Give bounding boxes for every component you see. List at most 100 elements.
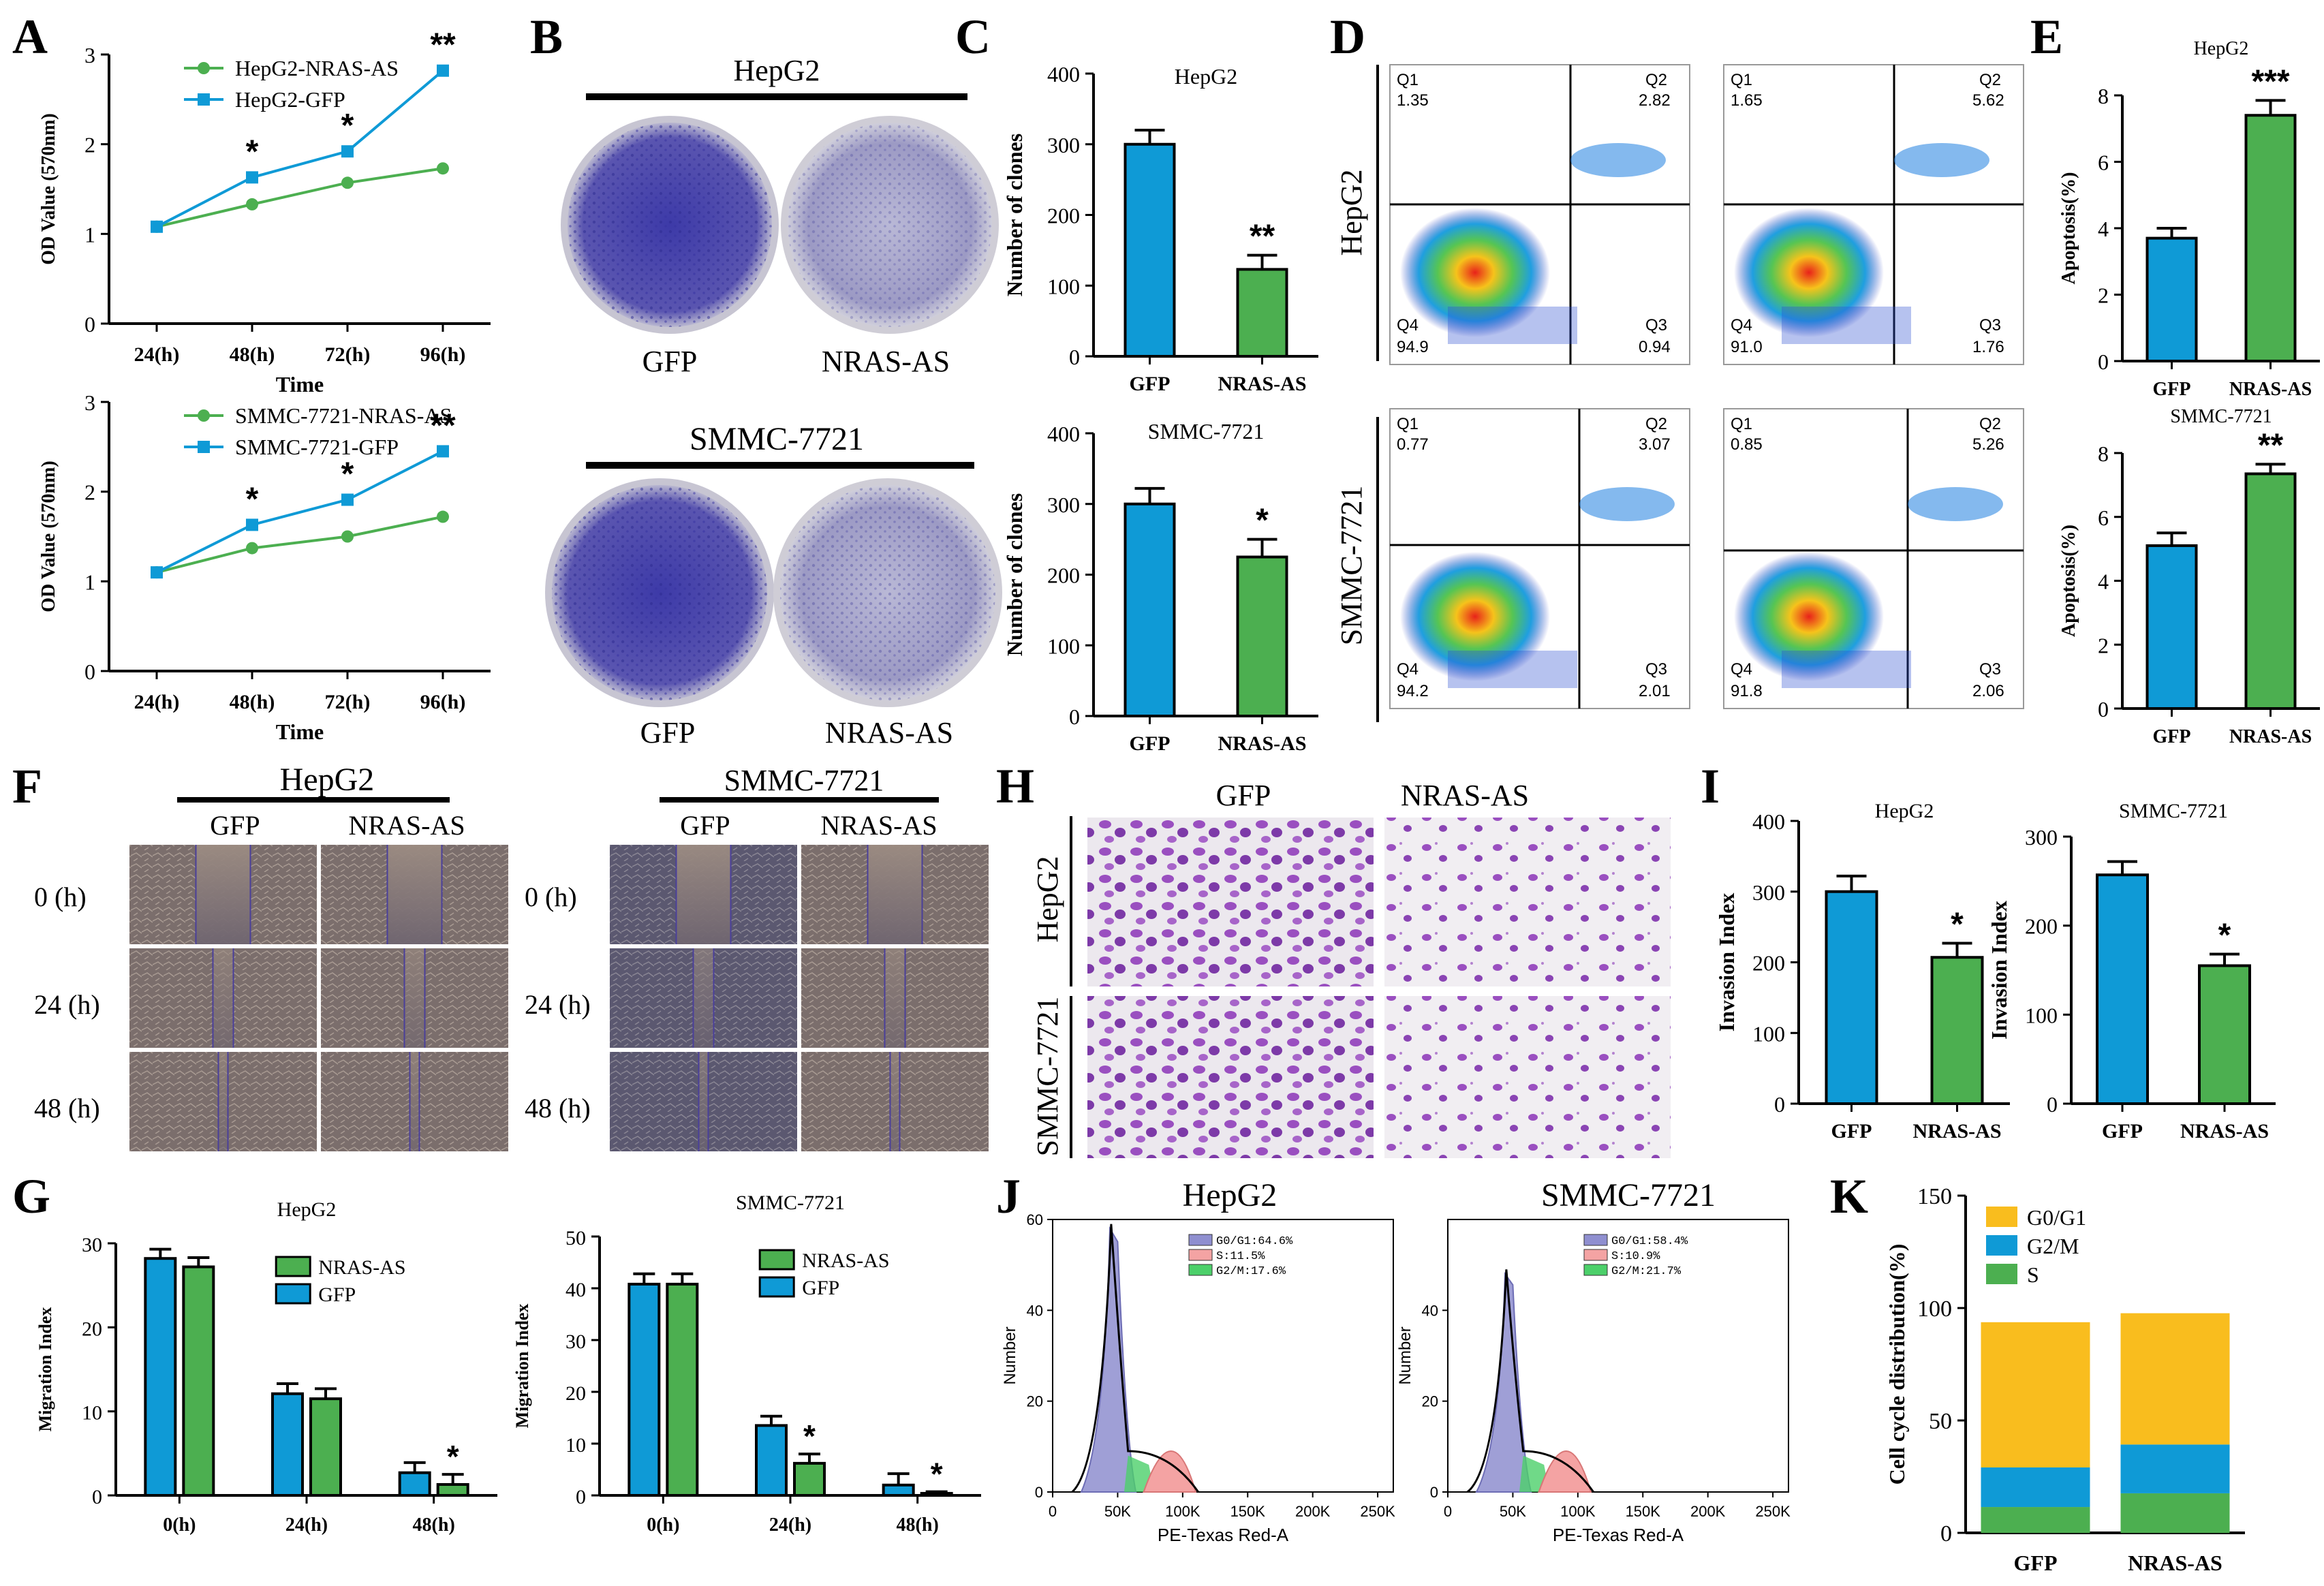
plate-hepg2-gfp-colonies: [568, 123, 772, 327]
C1-ytick-label: 200: [1047, 204, 1080, 228]
A2-xlabel: Time: [276, 719, 324, 744]
flow-q2-name: Q2: [1979, 415, 2001, 433]
A1-point: [246, 171, 258, 184]
panel-b-bottom-label-nras: NRAS-AS: [825, 716, 953, 749]
histogram-legend-swatch: [1583, 1264, 1608, 1276]
G1-sig: *: [447, 1439, 459, 1474]
wound-gap: [218, 1052, 228, 1151]
panel-b-top-title: HepG2: [733, 54, 820, 87]
flow-q1-value: 1.65: [1731, 91, 1763, 110]
E1-ytick-label: 4: [2098, 217, 2109, 241]
C1-ytick-label: 300: [1047, 133, 1080, 157]
G1-bar: [182, 1265, 215, 1497]
K-segment: [1981, 1322, 2090, 1467]
G1-bar: [144, 1257, 177, 1497]
A2-sig: *: [246, 481, 259, 517]
A2-xtick-label: 72(h): [325, 691, 371, 713]
A2-xtick-label: 96(h): [420, 691, 466, 713]
E1-ytick-label: 8: [2098, 84, 2109, 108]
flow-q4-name: Q4: [1397, 660, 1419, 679]
K-ytick-label: 0: [1940, 1521, 1952, 1546]
histogram-legend-label: G2/M:17.6%: [1216, 1265, 1286, 1278]
E2-ytick-label: 4: [2098, 570, 2109, 594]
A2-series-line: [156, 450, 444, 574]
G2-ytick-label: 50: [565, 1227, 586, 1249]
E1-sig: ***: [2251, 63, 2289, 99]
panel-h-col-gfp: GFP: [1216, 779, 1271, 812]
wound-gap: [693, 948, 714, 1048]
G2-bar: [793, 1461, 826, 1497]
wound-gap: [387, 845, 442, 944]
G2-legend-swatch: [758, 1276, 795, 1298]
K-ytick-label: 50: [1929, 1409, 1952, 1434]
flow-q2-name: Q2: [1979, 71, 2001, 89]
flow-q2-name: Q2: [1645, 71, 1667, 89]
K-xtick-label: NRAS-AS: [2128, 1551, 2222, 1575]
histogram-xtick-label: 100K: [1560, 1503, 1596, 1520]
histogram-fit-curve: [1071, 1224, 1199, 1493]
A2-point: [151, 566, 163, 579]
G1-legend-label: NRAS-AS: [318, 1256, 405, 1279]
chart-G1: 0 10 20 30 Migration Index 0(h) 24(h) 48(h) * Hep…: [35, 1198, 497, 1536]
G1-legend-label: GFP: [318, 1284, 356, 1306]
panel-j: HepG2 SMMC-7721 0 50K 100K 150K 200K 250K 0 20 4…: [1001, 1177, 1791, 1545]
flow-q2-value: 3.07: [1639, 435, 1671, 454]
flow-q3-name: Q3: [1979, 316, 2001, 335]
K-legend-label: G0/G1: [2027, 1205, 2086, 1230]
flow-main-population: [1400, 208, 1550, 337]
wound-gap: [196, 845, 251, 944]
K-legend-label: S: [2027, 1262, 2039, 1287]
A2-series-line: [156, 515, 444, 574]
chart-E2: 0 2 4 6 8 Apoptosis(%) GFP NRAS-AS **SMMC-7721: [2058, 406, 2320, 747]
panel-f-bar-smmc: [660, 797, 939, 803]
I2-xtick-label: GFP: [2102, 1120, 2143, 1142]
E2-bar: [2244, 472, 2297, 710]
A2-xtick-label: 48(h): [230, 691, 275, 713]
flow-q1-name: Q1: [1731, 71, 1752, 89]
A1-point: [437, 64, 449, 77]
wound-gap: [867, 845, 923, 944]
E1-bar: [2145, 236, 2198, 362]
histogram-ylabel: Number: [1001, 1326, 1019, 1384]
flow-q2-value: 5.62: [1972, 91, 2004, 110]
G1-xtick-label: 24(h): [285, 1514, 328, 1536]
A1-ytick-label: 1: [84, 222, 95, 247]
K-xtick-label: GFP: [2014, 1551, 2058, 1575]
A1-point: [341, 176, 354, 189]
I1-bar: [1825, 890, 1878, 1105]
histogram-legend-label: G0/G1:58.4%: [1611, 1235, 1688, 1248]
panel-f-time-24-b: 24 (h): [525, 989, 591, 1020]
panel-b-bottom-label-gfp: GFP: [640, 716, 696, 749]
histogram-xtick-label: 150K: [1230, 1503, 1266, 1520]
K-legend-label: G2/M: [2027, 1234, 2079, 1258]
histogram-g2m-peak: [1538, 1450, 1592, 1493]
histogram-xlabel: PE-Texas Red-A: [1158, 1525, 1289, 1545]
E1-ytick-label: 6: [2098, 151, 2109, 175]
C1-bar: [1236, 268, 1288, 358]
histogram-xtick-label: 250K: [1360, 1503, 1395, 1520]
C2-ytick-label: 100: [1047, 634, 1080, 658]
histogram-xtick-label: 250K: [1755, 1503, 1791, 1520]
histogram-legend-swatch: [1583, 1249, 1608, 1261]
flow-debris-band: [1782, 307, 1911, 344]
panel-f-col-nras-2: NRAS-AS: [820, 810, 937, 841]
K-ytick-label: 100: [1917, 1296, 1952, 1322]
C1-xtick-label: NRAS-AS: [1218, 373, 1306, 395]
panel-f-time-0: 0 (h): [34, 882, 87, 912]
histogram-ytick-label: 20: [1027, 1393, 1043, 1410]
panel-f-title-smmc: SMMC-7721: [724, 764, 884, 797]
G1-bar: [271, 1392, 304, 1497]
C2-ytick-label: 200: [1047, 563, 1080, 588]
A1-xtick-label: 48(h): [230, 343, 275, 366]
histogram-ytick-label: 0: [1035, 1484, 1043, 1501]
panel-h-col-nras: NRAS-AS: [1401, 779, 1529, 812]
G2-bar: [628, 1282, 661, 1497]
I2-ytick-label: 0: [2047, 1092, 2058, 1117]
G1-bar: [436, 1482, 469, 1497]
flow-q4-name: Q4: [1731, 660, 1752, 679]
wound-gap: [884, 948, 905, 1048]
G2-sig: *: [803, 1418, 816, 1454]
chart-G2: 0 10 20 30 40 50 Migration Index 0(h) 24(h) * 48(h…: [512, 1192, 981, 1536]
A2-sig: *: [341, 456, 354, 493]
flow-q4-value: 94.2: [1397, 682, 1429, 700]
